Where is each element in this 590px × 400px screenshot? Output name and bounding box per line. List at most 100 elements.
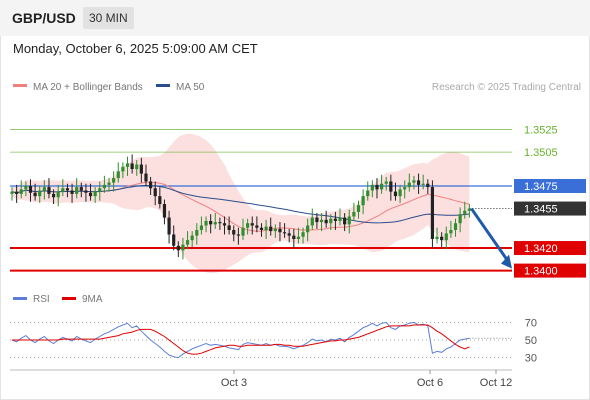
candle-body	[412, 180, 416, 183]
candle-body	[246, 223, 250, 228]
candle-body	[370, 184, 374, 191]
candle	[416, 173, 421, 194]
timeframe-badge[interactable]: 30 MIN	[83, 7, 134, 29]
candle-body	[278, 228, 282, 233]
candle	[458, 207, 462, 233]
forecast-arrow	[470, 207, 512, 269]
candle	[84, 183, 88, 202]
candle-body	[88, 192, 93, 197]
candle	[324, 210, 328, 228]
candle-body	[33, 192, 37, 197]
candle	[125, 156, 130, 176]
candle	[319, 213, 324, 232]
ma50-legend-swatch	[156, 84, 170, 87]
candle-body	[467, 208, 471, 211]
candle	[380, 174, 384, 194]
candle	[393, 182, 398, 201]
candle	[213, 213, 217, 229]
candle-body	[236, 234, 240, 236]
candle	[121, 162, 125, 179]
candle-body	[393, 191, 398, 197]
price-legend: MA 20 + Bollinger Bands MA 50 Research ©…	[13, 82, 581, 93]
resistance-label: 1.3505	[524, 147, 558, 159]
candle	[435, 227, 439, 244]
candle-body	[38, 190, 42, 197]
candle-body	[158, 196, 162, 205]
candle-body	[389, 181, 393, 192]
candle	[236, 227, 240, 245]
candle	[467, 204, 471, 218]
candle-body	[51, 193, 56, 198]
moving-averages	[11, 181, 470, 232]
bollinger-bands	[12, 133, 470, 274]
candle-body	[356, 205, 361, 212]
candle	[162, 199, 167, 225]
candle-body	[107, 182, 111, 185]
rsi-tick-label: 30	[525, 353, 537, 365]
candle	[93, 187, 97, 203]
candle-body	[301, 232, 305, 237]
support-box	[514, 241, 586, 256]
candle-body	[416, 180, 421, 185]
candle	[375, 178, 379, 199]
candle	[204, 216, 208, 233]
candle-body	[458, 214, 462, 224]
candle	[158, 187, 162, 209]
candle-body	[398, 189, 402, 197]
candle-body	[24, 185, 28, 190]
candle	[79, 182, 83, 198]
candle-body	[167, 217, 171, 235]
candle-body	[125, 163, 130, 167]
candle-body	[227, 225, 231, 230]
candle	[199, 216, 204, 235]
candle	[310, 208, 314, 230]
ma20-legend-label: MA 20 + Bollinger Bands	[33, 82, 143, 93]
candle	[306, 218, 310, 242]
candle-body	[453, 223, 458, 230]
candle	[453, 218, 458, 237]
candle	[167, 210, 171, 244]
rsi-legend: RSI 9MA	[13, 294, 103, 305]
candle	[65, 183, 70, 198]
candle-body	[347, 216, 351, 225]
candle	[144, 164, 148, 186]
x-axis: Oct 3 Oct 6 Oct 12	[10, 369, 512, 389]
candle	[403, 180, 407, 199]
candle-body	[144, 173, 148, 182]
candle	[287, 228, 291, 243]
candle	[19, 180, 23, 199]
candle-body	[444, 233, 448, 241]
candle	[389, 174, 393, 201]
candle	[209, 214, 213, 234]
candle	[33, 183, 37, 201]
candle	[181, 237, 185, 260]
candle	[463, 201, 467, 219]
candle	[241, 218, 245, 241]
rsi-tick-label: 70	[525, 317, 537, 329]
candle	[176, 241, 180, 258]
rsi-legend-label: RSI	[33, 294, 50, 305]
candle	[222, 216, 227, 235]
candle-body	[343, 217, 347, 225]
candle-body	[366, 190, 370, 197]
x-tick-label: Oct 12	[480, 377, 512, 389]
candle	[246, 218, 250, 235]
candle	[315, 213, 319, 229]
ma20-legend-swatch	[13, 84, 27, 87]
candle	[430, 180, 435, 249]
header-bar: GBP/USD 30 MIN	[0, 0, 590, 36]
candle-body	[232, 229, 236, 235]
candle-body	[319, 219, 324, 223]
candle	[370, 180, 374, 198]
candle	[218, 217, 222, 230]
candle	[190, 231, 194, 247]
candle-body	[333, 218, 337, 221]
candle-body	[287, 233, 291, 236]
support-label: 1.3420	[524, 243, 558, 255]
candle-body	[79, 187, 83, 191]
candle-body	[222, 223, 227, 226]
candle-body	[56, 191, 60, 198]
candle	[232, 225, 236, 242]
rsi-legend-swatch	[13, 297, 27, 300]
